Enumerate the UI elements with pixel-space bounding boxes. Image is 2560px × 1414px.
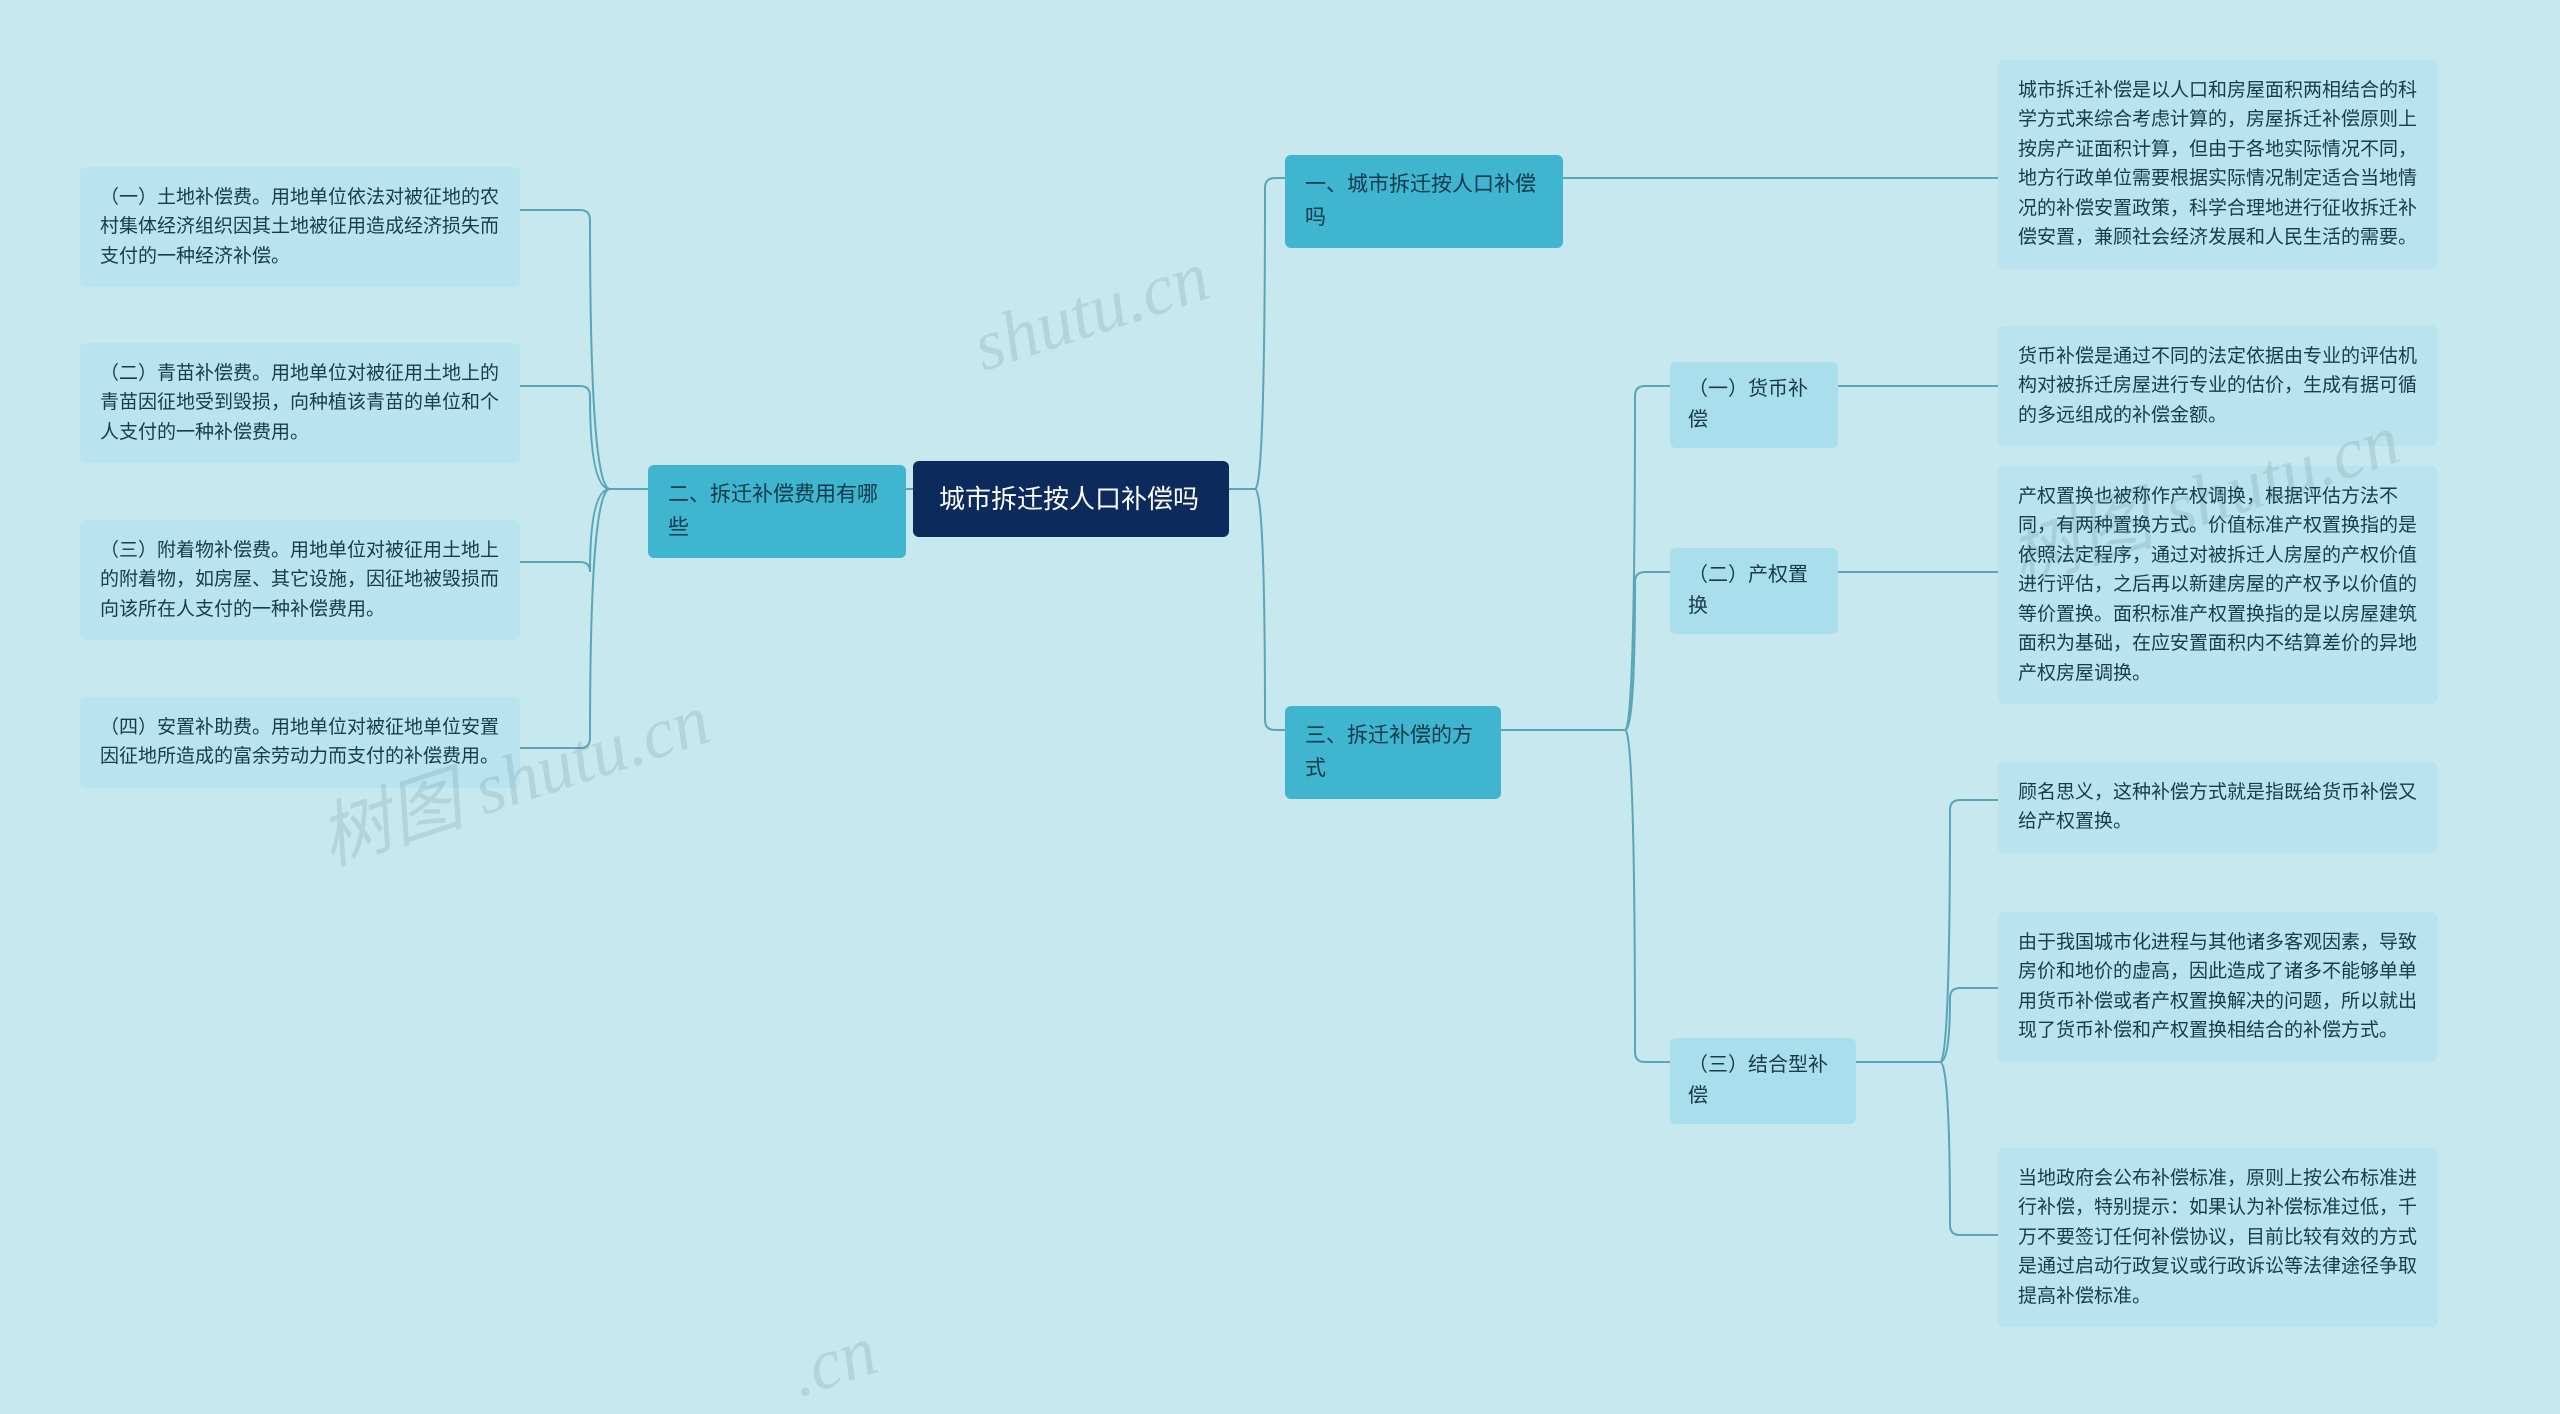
branch-left[interactable]: 二、拆迁补偿费用有哪些 <box>648 465 906 558</box>
root-node[interactable]: 城市拆迁按人口补偿吗 <box>913 461 1229 537</box>
branch-right-1[interactable]: 一、城市拆迁按人口补偿吗 <box>1285 155 1563 248</box>
sub-monetary[interactable]: （一）货币补偿 <box>1670 362 1838 448</box>
sub-monetary-leaf[interactable]: 货币补偿是通过不同的法定依据由专业的评估机构对被拆迁房屋进行专业的估价，生成有据… <box>1998 326 2438 446</box>
left-leaf-4[interactable]: （四）安置补助费。用地单位对被征地单位安置因征地所造成的富余劳动力而支付的补偿费… <box>80 697 520 788</box>
left-leaf-2[interactable]: （二）青苗补偿费。用地单位对被征用土地上的青苗因征地受到毁损，向种植该青苗的单位… <box>80 343 520 463</box>
sub-property-leaf[interactable]: 产权置换也被称作产权调换，根据评估方法不同，有两种置换方式。价值标准产权置换指的… <box>1998 466 2438 704</box>
sub-combined-leaf-3[interactable]: 当地政府会公布补偿标准，原则上按公布标准进行补偿，特别提示：如果认为补偿标准过低… <box>1998 1148 2438 1327</box>
sub-combined[interactable]: （三）结合型补偿 <box>1670 1038 1856 1124</box>
sub-combined-leaf-2[interactable]: 由于我国城市化进程与其他诸多客观因素，导致房价和地价的虚高，因此造成了诸多不能够… <box>1998 912 2438 1062</box>
sub-property[interactable]: （二）产权置换 <box>1670 548 1838 634</box>
sub-combined-leaf-1[interactable]: 顾名思义，这种补偿方式就是指既给货币补偿又给产权置换。 <box>1998 762 2438 853</box>
branch-right-3[interactable]: 三、拆迁补偿的方式 <box>1285 706 1501 799</box>
right1-leaf[interactable]: 城市拆迁补偿是以人口和房屋面积两相结合的科学方式来综合考虑计算的，房屋拆迁补偿原… <box>1998 60 2438 269</box>
left-leaf-3[interactable]: （三）附着物补偿费。用地单位对被征用土地上的附着物，如房屋、其它设施，因征地被毁… <box>80 520 520 640</box>
watermark: .cn <box>779 1309 886 1414</box>
watermark: shutu.cn <box>963 235 1219 389</box>
left-leaf-1[interactable]: （一）土地补偿费。用地单位依法对被征地的农村集体经济组织因其土地被征用造成经济损… <box>80 167 520 287</box>
